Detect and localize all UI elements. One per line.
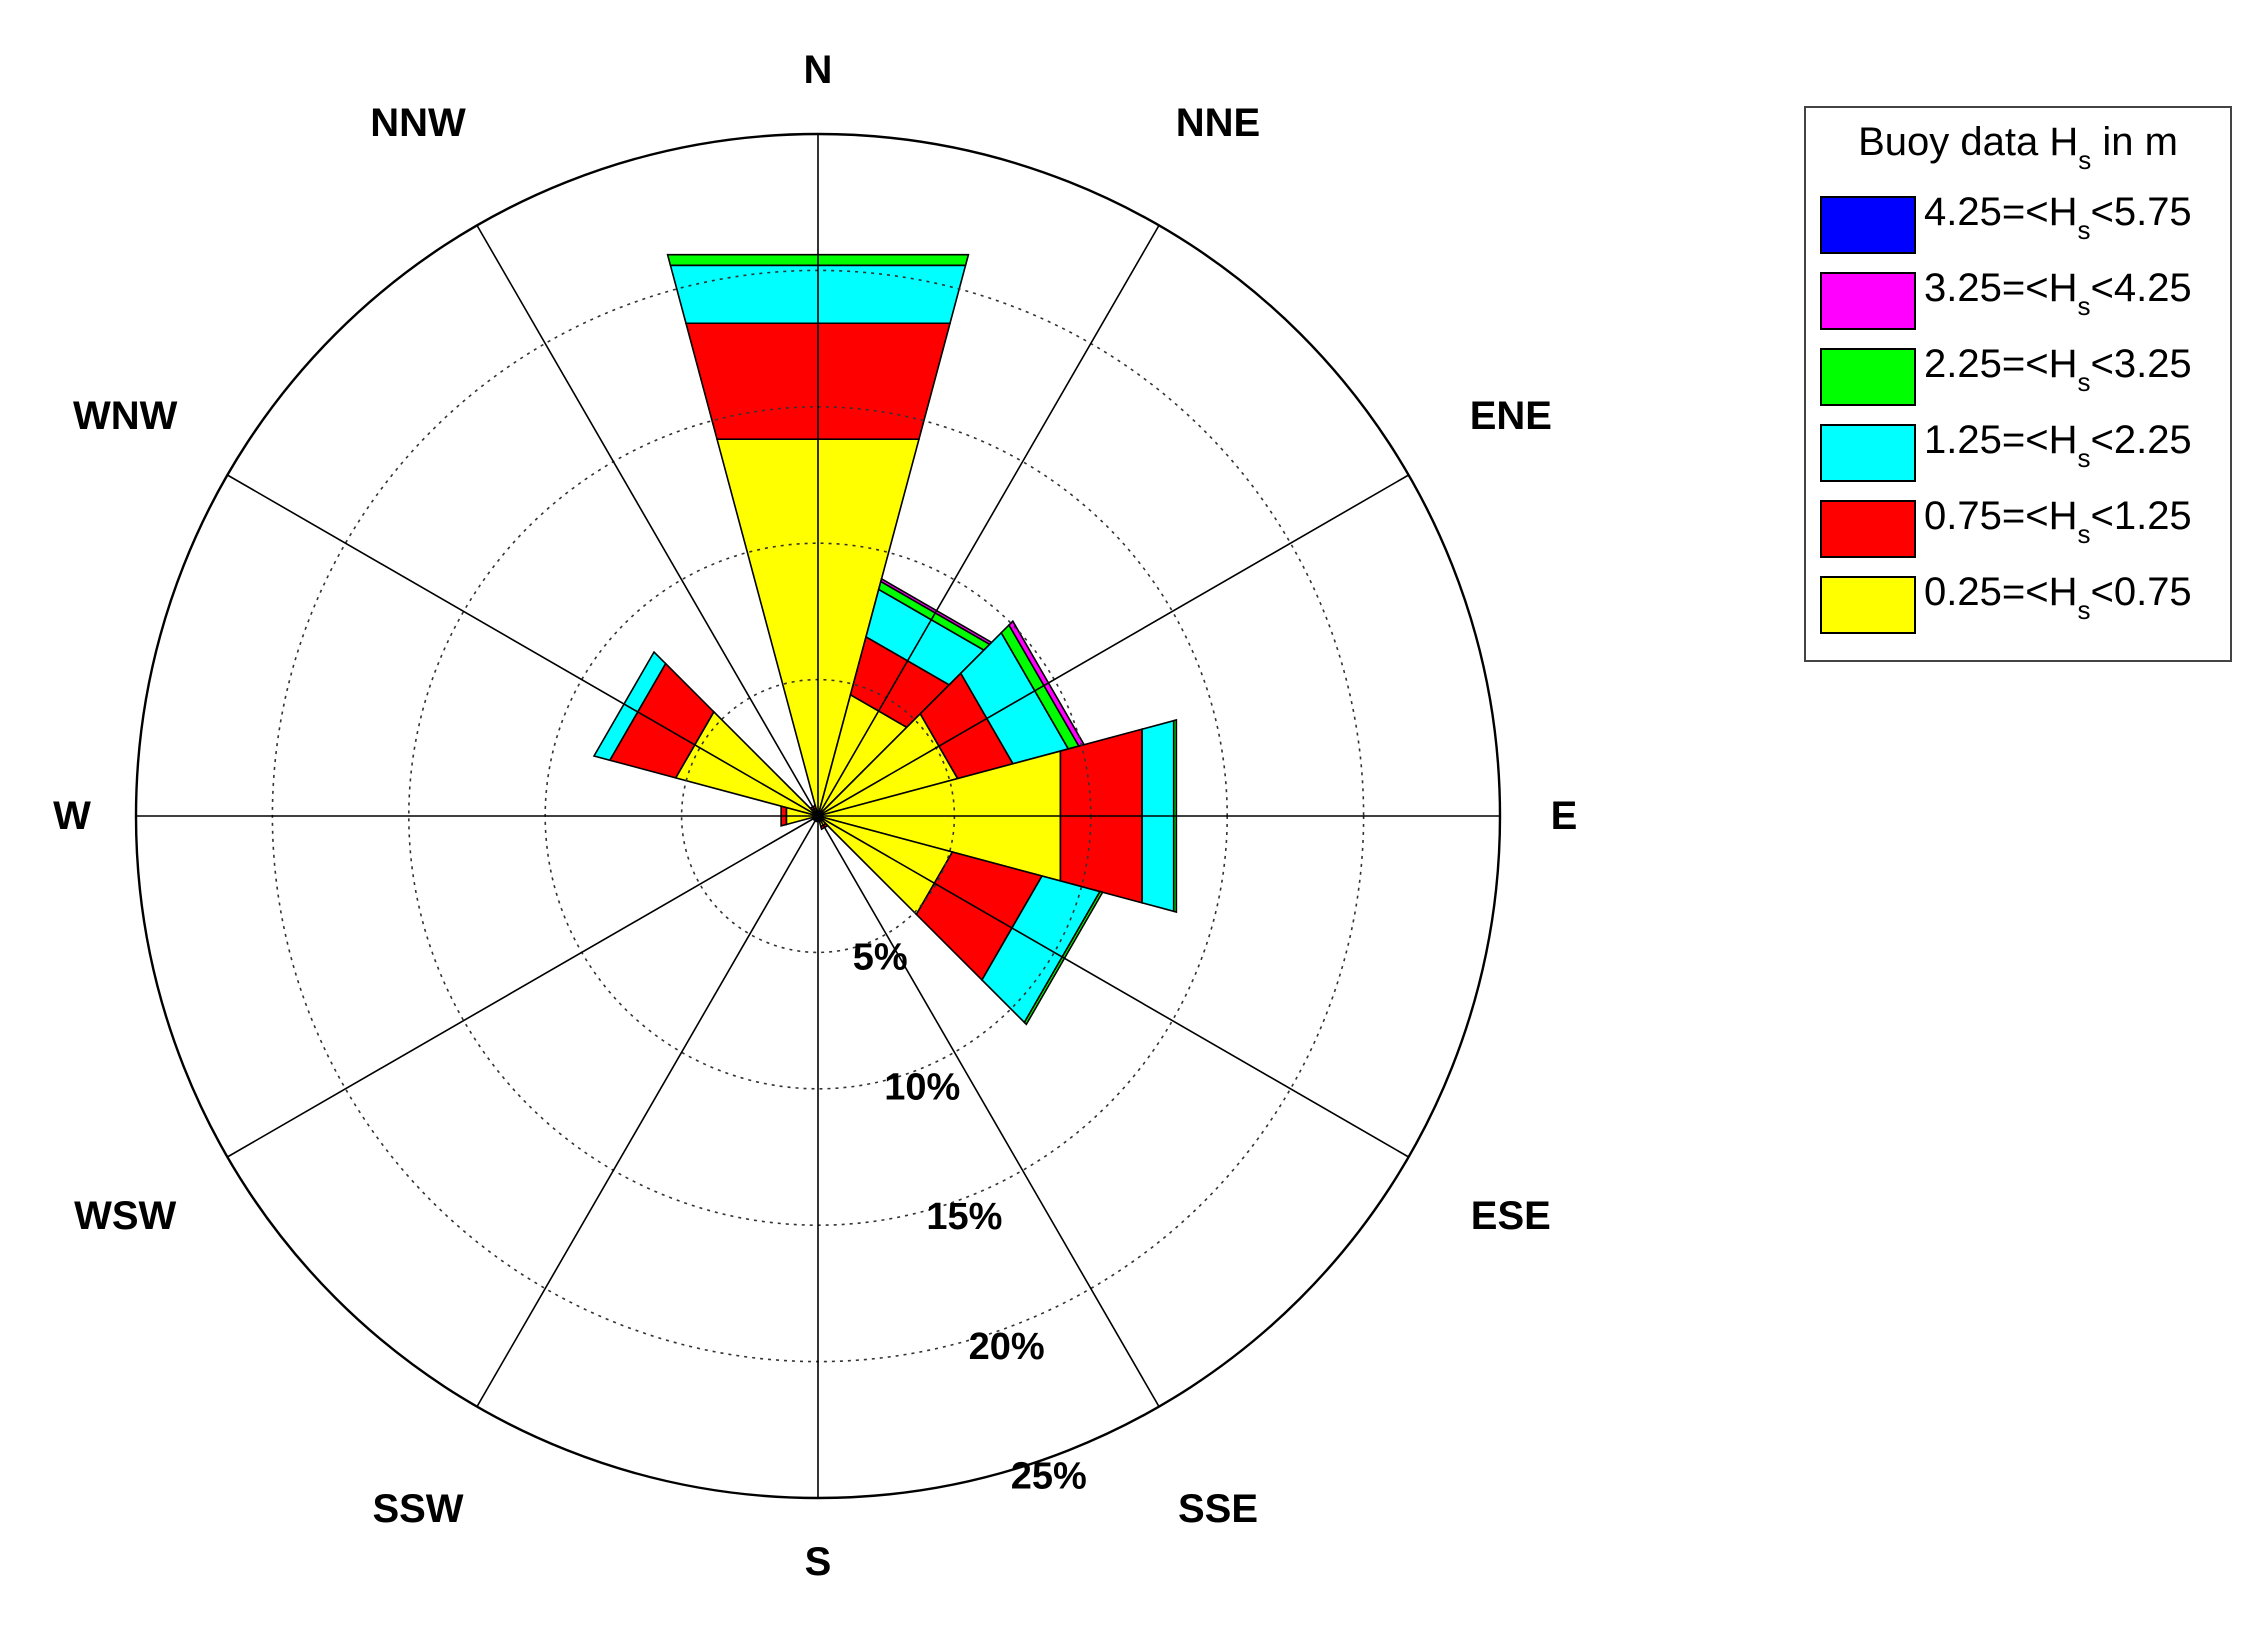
- radial-tick-label-2: 10%: [884, 1066, 960, 1108]
- legend-label-bin-4-sub: s: [2077, 367, 2091, 397]
- labels-layer: N NNE ENE E ESE SSE S SSW WSW W WNW NNW 5% 10% 15% 20% 2…: [53, 48, 1577, 1584]
- legend-item-bin-6: 4.25=<Hs<5.75: [1806, 190, 2230, 266]
- radial-tick-label-4: 20%: [969, 1326, 1045, 1368]
- outer-ring: [134, 132, 1502, 1500]
- direction-label-e: E: [1551, 794, 1578, 838]
- legend-label-bin-3-lo: 1.25=<H: [1924, 418, 2078, 462]
- legend: Buoy data Hs in m 4.25=<Hs<5.75 3.25=<Hs…: [1804, 106, 2232, 662]
- direction-label-nne: NNE: [1176, 101, 1260, 145]
- legend-label-bin-6-hi: <5.75: [2090, 190, 2192, 234]
- legend-label-bin-1-sub: s: [2077, 595, 2091, 625]
- legend-title-sub: s: [2078, 145, 2092, 175]
- legend-label-bin-2-hi: <1.25: [2090, 494, 2192, 538]
- direction-label-w: W: [53, 794, 91, 838]
- direction-label-ssw: SSW: [372, 1487, 463, 1531]
- direction-label-wsw: WSW: [74, 1194, 176, 1238]
- legend-item-bin-4: 2.25=<Hs<3.25: [1806, 342, 2230, 418]
- legend-label-bin-5: 3.25=<Hs<4.25: [1924, 266, 2192, 319]
- legend-title-prefix: Buoy data H: [1858, 120, 2079, 164]
- legend-label-bin-6: 4.25=<Hs<5.75: [1924, 190, 2192, 243]
- radial-tick-label-5: 25%: [1011, 1456, 1087, 1498]
- legend-label-bin-4-lo: 2.25=<H: [1924, 342, 2078, 386]
- legend-label-bin-5-lo: 3.25=<H: [1924, 266, 2078, 310]
- legend-label-bin-1-lo: 0.25=<H: [1924, 570, 2078, 614]
- legend-swatch-bin-6: [1820, 196, 1916, 254]
- legend-swatch-bin-2: [1820, 500, 1916, 558]
- direction-label-ese: ESE: [1471, 1194, 1551, 1238]
- legend-swatch-bin-5: [1820, 272, 1916, 330]
- direction-label-n: N: [804, 48, 833, 92]
- legend-label-bin-3-hi: <2.25: [2090, 418, 2192, 462]
- spoke-nne: [817, 224, 1160, 817]
- sectors-layer: [592, 253, 1178, 1026]
- direction-label-wnw: WNW: [73, 394, 178, 438]
- radial-tick-label-3: 15%: [926, 1196, 1002, 1238]
- legend-label-bin-4-hi: <3.25: [2090, 342, 2192, 386]
- legend-label-bin-4: 2.25=<Hs<3.25: [1924, 342, 2192, 395]
- spoke-sse: [817, 815, 1160, 1408]
- legend-item-bin-1: 0.25=<Hs<0.75: [1806, 570, 2230, 646]
- spoke-ene: [817, 474, 1410, 817]
- spoke-wsw: [226, 815, 819, 1158]
- radial-tick-label-1: 5%: [853, 937, 908, 979]
- direction-label-ene: ENE: [1470, 394, 1552, 438]
- legend-label-bin-6-sub: s: [2077, 215, 2091, 245]
- spoke-nnw: [476, 224, 819, 817]
- legend-label-bin-5-sub: s: [2077, 291, 2091, 321]
- spoke-ese: [817, 815, 1410, 1158]
- legend-label-bin-1-hi: <0.75: [2090, 570, 2192, 614]
- legend-label-bin-5-hi: <4.25: [2090, 266, 2192, 310]
- sector-wnw-bin-3: [592, 650, 667, 762]
- legend-label-bin-1: 0.25=<Hs<0.75: [1924, 570, 2192, 623]
- legend-swatch-bin-4: [1820, 348, 1916, 406]
- legend-swatch-bin-1: [1820, 576, 1916, 634]
- spoke-ssw: [476, 815, 819, 1408]
- spoke-wnw: [226, 474, 819, 817]
- legend-item-bin-2: 0.75=<Hs<1.25: [1806, 494, 2230, 570]
- legend-item-bin-5: 3.25=<Hs<4.25: [1806, 266, 2230, 342]
- legend-label-bin-2-sub: s: [2077, 519, 2091, 549]
- legend-label-bin-2: 0.75=<Hs<1.25: [1924, 494, 2192, 547]
- legend-item-bin-3: 1.25=<Hs<2.25: [1806, 418, 2230, 494]
- legend-label-bin-2-lo: 0.75=<H: [1924, 494, 2078, 538]
- legend-label-bin-3: 1.25=<Hs<2.25: [1924, 418, 2192, 471]
- direction-label-nnw: NNW: [370, 101, 466, 145]
- legend-title-suffix: in m: [2091, 120, 2178, 164]
- legend-swatch-bin-3: [1820, 424, 1916, 482]
- legend-label-bin-6-lo: 4.25=<H: [1924, 190, 2078, 234]
- grid-layer: [134, 132, 1502, 1500]
- legend-label-bin-3-sub: s: [2077, 443, 2091, 473]
- legend-title: Buoy data Hs in m: [1806, 120, 2230, 173]
- direction-label-sse: SSE: [1178, 1487, 1258, 1531]
- direction-label-s: S: [805, 1540, 832, 1584]
